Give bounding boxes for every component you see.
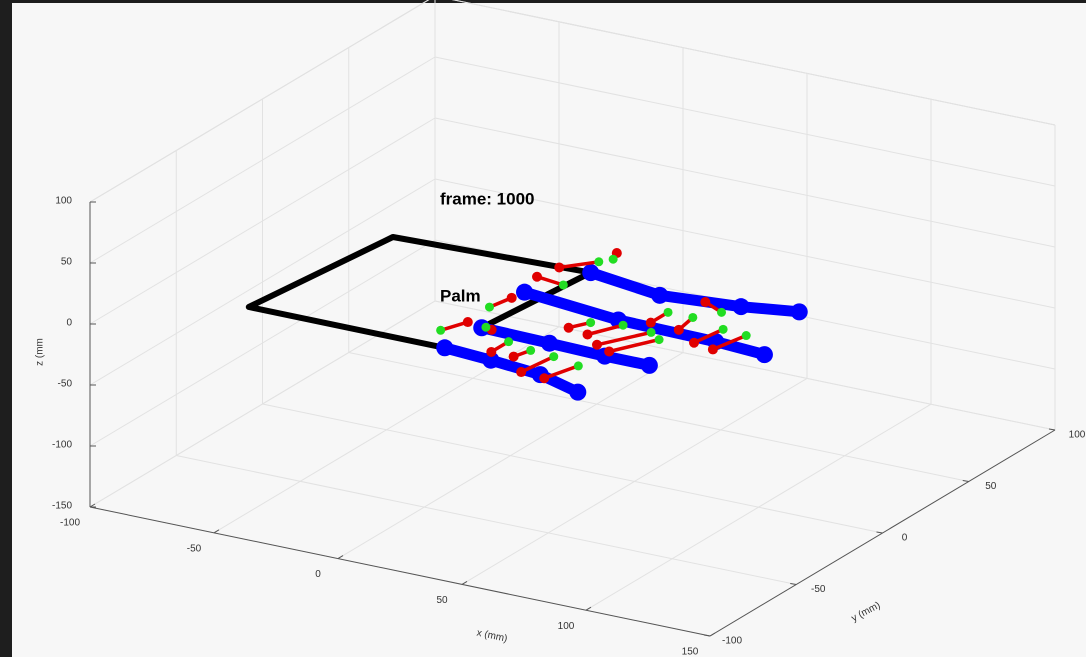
- marker-tip: [481, 323, 490, 332]
- marker-tip: [586, 318, 595, 327]
- y-tick-label: 50: [985, 481, 997, 492]
- window-edge: [0, 0, 1086, 3]
- marker-tip: [688, 313, 697, 322]
- marker-point: [532, 272, 542, 282]
- finger-joint: [541, 335, 558, 352]
- marker-tip: [742, 331, 751, 340]
- marker-point: [564, 323, 574, 333]
- marker-point: [674, 325, 684, 335]
- x-tick-label: 50: [436, 595, 448, 606]
- x-tick-label: -100: [60, 518, 80, 529]
- marker-point: [689, 338, 699, 348]
- marker-tip: [655, 335, 664, 344]
- x-tick-label: 100: [558, 621, 575, 632]
- finger-joint: [516, 284, 533, 301]
- marker-point: [463, 317, 473, 327]
- marker-point: [509, 352, 519, 362]
- z-tick-label: 0: [66, 318, 72, 329]
- chart: -100 -50 0 50 100 150 -100 -50 0 50 100 -150 -100 -50…: [0, 0, 1086, 657]
- finger-joint: [756, 346, 773, 363]
- marker-point: [592, 340, 602, 350]
- finger-joint: [569, 384, 586, 401]
- marker-tip: [719, 325, 728, 334]
- z-tick-label: -100: [52, 440, 72, 451]
- marker-tip: [619, 321, 628, 330]
- z-tick-label: 50: [61, 257, 73, 268]
- z-tick-label: -50: [58, 379, 73, 390]
- marker-tip: [559, 280, 568, 289]
- marker-tip: [526, 346, 535, 355]
- finger-joint: [641, 357, 658, 374]
- marker-tip: [664, 308, 673, 317]
- marker-tip: [485, 303, 494, 312]
- marker-tip: [609, 255, 618, 264]
- marker-point: [708, 344, 718, 354]
- finger-joint: [582, 264, 599, 281]
- marker-tip: [717, 308, 726, 317]
- marker-tip: [594, 257, 603, 266]
- figure-background: [0, 0, 1086, 657]
- marker-tip: [436, 326, 445, 335]
- annotation: Palm: [440, 286, 481, 305]
- x-tick-label: 150: [682, 647, 699, 657]
- marker-tip: [549, 352, 558, 361]
- z-tick-label: 100: [55, 196, 72, 207]
- marker-point: [486, 347, 496, 357]
- marker-tip: [504, 337, 513, 346]
- marker-point: [507, 293, 517, 303]
- y-tick-label: -100: [722, 636, 742, 647]
- z-tick-label: -150: [52, 501, 72, 512]
- marker-point: [554, 262, 564, 272]
- x-tick-label: -50: [187, 543, 202, 554]
- y-tick-label: 100: [1069, 430, 1086, 441]
- marker-point: [516, 367, 526, 377]
- marker-point: [700, 297, 710, 307]
- annotation: frame: 1000: [440, 189, 535, 208]
- marker-tip: [647, 328, 656, 337]
- finger-joint: [436, 339, 453, 356]
- marker-point: [582, 329, 592, 339]
- marker-point: [604, 346, 614, 356]
- finger-joint: [733, 298, 750, 315]
- x-tick-label: 0: [315, 569, 321, 580]
- window-edge: [0, 0, 12, 657]
- marker-point: [646, 318, 656, 328]
- y-tick-label: -50: [811, 584, 826, 595]
- y-tick-label: 0: [902, 533, 908, 544]
- finger-joint: [791, 303, 808, 320]
- marker-tip: [574, 361, 583, 370]
- z-axis-label: z (mm: [35, 338, 46, 366]
- finger-joint: [651, 287, 668, 304]
- marker-point: [539, 373, 549, 383]
